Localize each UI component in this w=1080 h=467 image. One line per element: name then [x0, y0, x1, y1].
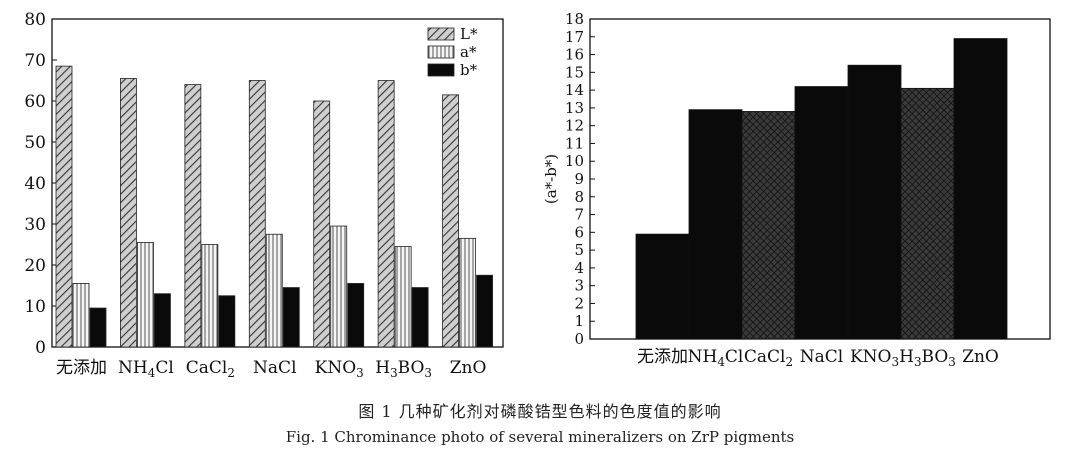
y-tick-label: 17 [565, 28, 584, 46]
bar [847, 64, 902, 340]
x-tick-label: NaCl [800, 347, 843, 367]
y-tick-label: 10 [565, 152, 584, 170]
x-tick-label: 无添加 [637, 347, 688, 367]
bar-astar [137, 242, 154, 348]
y-tick-label: 13 [565, 99, 584, 117]
bar-Lstar [248, 80, 266, 348]
bar-bstar [476, 274, 493, 348]
bar-astar [330, 225, 348, 348]
bar-bstar [282, 287, 300, 348]
legend-swatch [427, 45, 455, 59]
bar [953, 38, 1008, 340]
legend-swatch [427, 63, 455, 77]
y-tick-label: 80 [24, 10, 46, 30]
bar-bstar [89, 307, 107, 348]
bar-Lstar [184, 84, 202, 348]
figure-caption-cn: 图 1 几种矿化剂对磷酸锆型色料的色度值的影响 [358, 402, 722, 421]
y-tick-label: 8 [574, 188, 584, 206]
bar-bstar [218, 295, 236, 348]
x-tick-label: ZnO [450, 358, 487, 378]
bar-bstar [411, 287, 429, 348]
y-axis-label: (a*-b*) [542, 154, 560, 204]
x-tick-label: NaCl [253, 358, 296, 378]
y-tick-label: 12 [565, 117, 584, 135]
y-tick-label: 1 [574, 312, 584, 330]
x-tick-label: ZnO [962, 347, 999, 367]
y-tick-label: 20 [24, 256, 46, 276]
y-tick-label: 16 [565, 46, 584, 64]
y-tick-label: 14 [565, 81, 584, 99]
x-tick-label: NH4Cl [688, 347, 744, 369]
x-tick-label: NH4Cl [118, 358, 174, 380]
bar-astar [459, 237, 476, 348]
bar-Lstar [377, 80, 395, 348]
y-tick-label: 40 [24, 174, 46, 194]
y-tick-label: 0 [35, 338, 46, 358]
bar-bstar [347, 283, 365, 348]
bar-Lstar [442, 94, 459, 348]
bar-astar [265, 233, 283, 348]
bar-astar [201, 244, 219, 348]
bar [794, 86, 849, 340]
y-tick-label: 2 [574, 294, 584, 312]
y-tick-label: 18 [565, 10, 584, 28]
lab-values-chart: 0 10 20 30 40 50 60 70 80 无添加 NH4Cl CaCl2 NaCl KNO3 H3… [24, 10, 504, 380]
figure-caption-en: Fig. 1 Chrominance photo of several mine… [285, 428, 795, 446]
y-tick-label: 15 [565, 63, 584, 81]
y-tick-label: 9 [574, 170, 584, 188]
x-tick-label: CaCl2 [186, 358, 235, 380]
y-tick-label: 4 [574, 259, 584, 277]
y-tick-label: 10 [24, 297, 46, 317]
y-tick-label: 30 [24, 215, 46, 235]
bar-Lstar [120, 78, 137, 348]
y-tick-label: 6 [574, 223, 584, 241]
legend-label: L* [460, 25, 478, 43]
y-tick-label: 0 [574, 330, 584, 348]
y-tick-label: 50 [24, 133, 46, 153]
y-tick-label: 5 [574, 241, 584, 259]
y-tick-label: 3 [574, 277, 584, 295]
legend-swatch [427, 27, 455, 41]
bar-astar [394, 246, 412, 348]
bar [900, 87, 955, 340]
bar-astar [72, 283, 90, 348]
bar-bstar [154, 293, 171, 348]
x-tick-label: CaCl2 [744, 347, 793, 369]
x-tick-label: KNO3 [850, 347, 899, 369]
bar-Lstar [313, 100, 331, 348]
y-tick-label: 7 [574, 206, 584, 224]
legend-label: a* [460, 43, 477, 61]
legend-label: b* [460, 61, 478, 79]
bar [688, 109, 743, 340]
y-tick-label: 70 [24, 51, 46, 71]
bar [635, 233, 690, 340]
x-tick-label: H3BO3 [899, 347, 956, 369]
x-tick-label: 无添加 [56, 358, 107, 378]
bar-Lstar [55, 65, 73, 348]
x-tick-label: KNO3 [315, 358, 364, 380]
y-tick-label: 60 [24, 92, 46, 112]
x-tick-label: H3BO3 [375, 358, 432, 380]
bar [741, 111, 796, 340]
y-tick-label: 11 [565, 134, 584, 152]
